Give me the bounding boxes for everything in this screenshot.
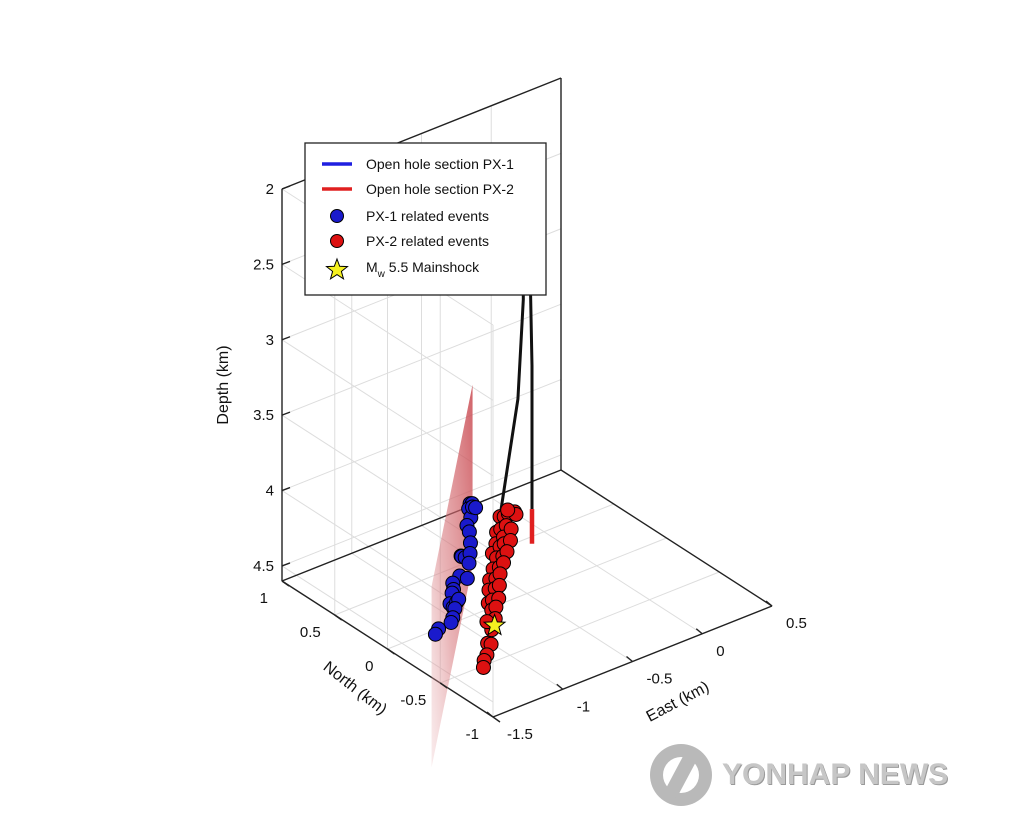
px-1-related-events-point xyxy=(443,615,459,631)
x-tick-mark xyxy=(556,683,564,690)
y-tick-label: -1 xyxy=(466,726,479,743)
z-tick-mark xyxy=(281,411,291,416)
px-2-related-events-point xyxy=(475,659,491,675)
z-tick-label: 2 xyxy=(266,181,274,198)
y-tick-mark xyxy=(492,716,501,723)
px-1-related-events-point xyxy=(468,500,484,516)
y-tick-label: 1 xyxy=(260,590,268,607)
legend-label-px2-events: PX-2 related events xyxy=(366,233,489,249)
x-tick-label: 0 xyxy=(716,643,724,660)
y-tick-mark xyxy=(387,648,395,655)
z-tick-label: 4.5 xyxy=(253,558,274,575)
z-tick-label: 3 xyxy=(266,332,274,349)
legend-label-px1-open-hole: Open hole section PX-1 xyxy=(366,156,514,172)
watermark-text: YONHAP NEWS xyxy=(722,758,949,791)
y-tick-mark xyxy=(439,682,448,689)
box-edge xyxy=(281,469,562,582)
z-tick-mark xyxy=(281,185,291,190)
legend-label-mainshock: Mw 5.5 Mainshock xyxy=(366,259,480,280)
legend-label-px1-events: PX-1 related events xyxy=(366,208,489,224)
x-tick-mark xyxy=(486,711,494,718)
z-tick-mark xyxy=(281,562,291,567)
legend-swatch-px2-events xyxy=(330,234,344,248)
x-tick-label: -0.5 xyxy=(647,671,673,688)
px-2-related-events-point xyxy=(500,502,516,518)
y-tick-mark xyxy=(334,614,343,621)
x-tick-label: -1.5 xyxy=(507,726,533,743)
y-axis-label: North (km) xyxy=(320,658,390,718)
legend-label-px2-open-hole: Open hole section PX-2 xyxy=(366,181,514,197)
z-tick-label: 2.5 xyxy=(253,256,274,273)
box-edge xyxy=(560,469,773,607)
y-tick-label: -0.5 xyxy=(400,692,426,709)
px-1-related-events-point xyxy=(459,570,475,586)
px-1-related-events-point xyxy=(461,555,477,571)
y-tick-label: 0.5 xyxy=(300,624,321,641)
x-tick-label: -1 xyxy=(577,698,590,715)
x-tick-label: 0.5 xyxy=(786,615,807,632)
x-tick-mark xyxy=(765,600,773,607)
z-tick-mark xyxy=(281,486,291,492)
watermark: YONHAP NEWS xyxy=(650,740,1010,810)
z-tick-label: 3.5 xyxy=(253,407,274,424)
legend-box xyxy=(304,142,547,296)
back-wall-grid-line xyxy=(281,454,562,567)
y-tick-label: 0 xyxy=(365,658,373,675)
left-wall-grid-line xyxy=(281,565,494,703)
px-1-related-events-point xyxy=(427,626,443,642)
tick-labels: 2 2.5 3 3.5 4 4.5 -1 -0.5 0 0.5 1 -1.5 -1 -0.5 0 0.5 xyxy=(253,181,807,743)
x-tick-mark xyxy=(626,655,633,663)
x-tick-mark xyxy=(695,628,703,635)
left-wall-grid-line xyxy=(281,339,494,477)
legend-swatch-px1-events xyxy=(330,209,344,223)
yonhap-logo-icon xyxy=(650,744,712,806)
event-points xyxy=(427,496,524,675)
z-axis-label: Depth (km) xyxy=(215,345,232,424)
legend: Open hole section PX-1 Open hole section… xyxy=(304,142,547,296)
legend-swatch-mainshock-star-icon xyxy=(325,257,349,281)
z-tick-mark xyxy=(281,260,291,266)
px-2-related-events-point xyxy=(491,577,507,593)
y-tick-mark xyxy=(281,580,290,587)
z-tick-mark xyxy=(281,336,291,341)
back-wall-grid-line xyxy=(281,303,562,416)
mainshock-star-icon xyxy=(482,613,507,636)
z-tick-label: 4 xyxy=(266,483,274,500)
back-wall-grid-line xyxy=(281,379,562,492)
